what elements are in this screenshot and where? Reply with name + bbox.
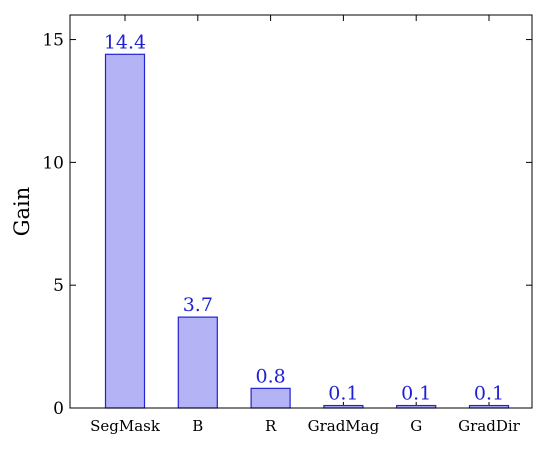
y-tick-label: 10 [42, 153, 64, 173]
bar-b [177, 316, 218, 409]
x-tick-label-g: G [410, 417, 422, 435]
bar-segmask [104, 53, 146, 409]
y-tick-label: 5 [53, 276, 64, 296]
x-tick-label-segmask: SegMask [90, 417, 161, 435]
x-tick-label-b: B [192, 417, 203, 435]
bar-r [250, 387, 291, 409]
data-label-g: 0.1 [401, 383, 431, 405]
y-tick-label: 15 [42, 31, 64, 51]
x-tick-label-r: R [265, 417, 277, 435]
bars [104, 53, 510, 409]
x-axis-ticks: SegMask B R GradMag G GradDir [90, 15, 521, 435]
x-tick-label-gradmag: GradMag [308, 417, 380, 435]
plot-frame [69, 14, 533, 409]
data-label-segmask: 14.4 [104, 31, 146, 53]
data-label-graddir: 0.1 [474, 383, 504, 405]
y-tick-label: 0 [53, 399, 64, 419]
x-tick-label-graddir: GradDir [458, 417, 521, 435]
data-label-b: 3.7 [183, 294, 213, 316]
data-label-gradmag: 0.1 [328, 383, 358, 405]
y-axis-label: Gain [10, 187, 34, 237]
y-axis-ticks: 0 5 10 15 [42, 31, 532, 419]
data-label-r: 0.8 [255, 365, 285, 387]
data-labels: 14.4 3.7 0.8 0.1 0.1 0.1 [104, 31, 504, 404]
